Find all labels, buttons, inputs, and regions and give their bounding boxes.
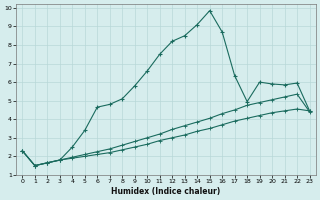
X-axis label: Humidex (Indice chaleur): Humidex (Indice chaleur) (111, 187, 220, 196)
